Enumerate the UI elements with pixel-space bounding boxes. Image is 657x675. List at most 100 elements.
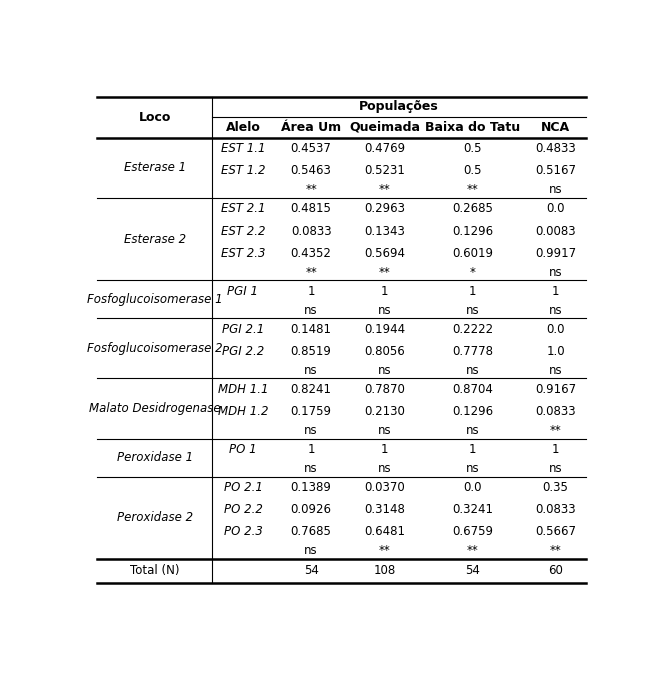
Text: 0.1759: 0.1759 [290, 405, 332, 418]
Text: 0.0833: 0.0833 [535, 405, 576, 418]
Text: PGI 2.1: PGI 2.1 [222, 323, 264, 335]
Text: Peroxidase 2: Peroxidase 2 [117, 511, 193, 524]
Text: Fosfoglucoisomerase 2: Fosfoglucoisomerase 2 [87, 342, 223, 355]
Text: 0.0083: 0.0083 [535, 225, 576, 238]
Text: 1: 1 [307, 443, 315, 456]
Text: **: ** [467, 184, 478, 196]
Text: 0.8519: 0.8519 [290, 345, 332, 358]
Text: 0.2685: 0.2685 [452, 202, 493, 215]
Text: 0.4833: 0.4833 [535, 142, 576, 155]
Text: ns: ns [549, 364, 562, 377]
Text: ns: ns [304, 424, 318, 437]
Text: ns: ns [466, 424, 480, 437]
Text: 1: 1 [381, 443, 388, 456]
Text: 1: 1 [307, 285, 315, 298]
Text: 0.4815: 0.4815 [290, 202, 332, 215]
Text: **: ** [378, 184, 390, 196]
Text: 0.0: 0.0 [463, 481, 482, 494]
Text: 0.0: 0.0 [546, 323, 565, 335]
Text: PGI 2.2: PGI 2.2 [222, 345, 264, 358]
Text: 54: 54 [465, 564, 480, 577]
Text: ns: ns [466, 462, 480, 475]
Text: ns: ns [378, 304, 392, 317]
Text: Total (N): Total (N) [130, 564, 179, 577]
Text: 0.5463: 0.5463 [290, 165, 332, 178]
Text: **: ** [378, 545, 390, 558]
Text: 0.0: 0.0 [546, 202, 565, 215]
Text: **: ** [378, 266, 390, 279]
Text: 1.0: 1.0 [546, 345, 565, 358]
Text: 108: 108 [373, 564, 396, 577]
Text: Loco: Loco [139, 111, 171, 124]
Text: 0.0833: 0.0833 [535, 504, 576, 516]
Text: EST 2.3: EST 2.3 [221, 247, 265, 260]
Text: ns: ns [549, 304, 562, 317]
Text: 0.7685: 0.7685 [290, 525, 332, 539]
Text: 0.6759: 0.6759 [452, 525, 493, 539]
Text: **: ** [550, 424, 561, 437]
Text: Área Um: Área Um [281, 121, 341, 134]
Text: 0.0833: 0.0833 [291, 225, 331, 238]
Text: **: ** [550, 545, 561, 558]
Text: 0.8704: 0.8704 [452, 383, 493, 396]
Text: NCA: NCA [541, 121, 570, 134]
Text: 1: 1 [552, 443, 559, 456]
Text: 0.2130: 0.2130 [364, 405, 405, 418]
Text: 0.2222: 0.2222 [452, 323, 493, 335]
Text: Populações: Populações [359, 100, 439, 113]
Text: 1: 1 [552, 285, 559, 298]
Text: 0.1481: 0.1481 [290, 323, 332, 335]
Text: 54: 54 [304, 564, 319, 577]
Text: 0.0926: 0.0926 [290, 504, 332, 516]
Text: ns: ns [466, 304, 480, 317]
Text: Baixa do Tatu: Baixa do Tatu [425, 121, 520, 134]
Text: MDH 1.2: MDH 1.2 [217, 405, 268, 418]
Text: 0.4769: 0.4769 [364, 142, 405, 155]
Text: 0.5694: 0.5694 [364, 247, 405, 260]
Text: 0.7778: 0.7778 [452, 345, 493, 358]
Text: 0.7870: 0.7870 [364, 383, 405, 396]
Text: 60: 60 [548, 564, 563, 577]
Text: Malato Desidrogenase: Malato Desidrogenase [89, 402, 221, 415]
Text: EST 1.2: EST 1.2 [221, 165, 265, 178]
Text: EST 1.1: EST 1.1 [221, 142, 265, 155]
Text: ns: ns [466, 364, 480, 377]
Text: Peroxidase 1: Peroxidase 1 [117, 451, 193, 464]
Text: PO 2.1: PO 2.1 [223, 481, 262, 494]
Text: 0.1389: 0.1389 [290, 481, 332, 494]
Text: Queimada: Queimada [349, 121, 420, 134]
Text: ns: ns [378, 364, 392, 377]
Text: 0.3241: 0.3241 [452, 504, 493, 516]
Text: 0.1944: 0.1944 [364, 323, 405, 335]
Text: 0.5167: 0.5167 [535, 165, 576, 178]
Text: Fosfoglucoisomerase 1: Fosfoglucoisomerase 1 [87, 293, 223, 306]
Text: ns: ns [378, 424, 392, 437]
Text: 0.5667: 0.5667 [535, 525, 576, 539]
Text: **: ** [306, 184, 317, 196]
Text: 0.2963: 0.2963 [364, 202, 405, 215]
Text: 0.5231: 0.5231 [364, 165, 405, 178]
Text: ns: ns [549, 184, 562, 196]
Text: *: * [470, 266, 476, 279]
Text: 0.1296: 0.1296 [452, 405, 493, 418]
Text: 0.35: 0.35 [543, 481, 568, 494]
Text: 0.6019: 0.6019 [452, 247, 493, 260]
Text: Alelo: Alelo [225, 121, 260, 134]
Text: ns: ns [304, 304, 318, 317]
Text: ns: ns [304, 364, 318, 377]
Text: 1: 1 [469, 443, 476, 456]
Text: PO 1: PO 1 [229, 443, 257, 456]
Text: 0.4352: 0.4352 [290, 247, 332, 260]
Text: 1: 1 [381, 285, 388, 298]
Text: PO 2.3: PO 2.3 [223, 525, 262, 539]
Text: ns: ns [378, 462, 392, 475]
Text: 0.3148: 0.3148 [364, 504, 405, 516]
Text: PGI 1: PGI 1 [227, 285, 258, 298]
Text: 0.9917: 0.9917 [535, 247, 576, 260]
Text: 0.0370: 0.0370 [364, 481, 405, 494]
Text: 0.1343: 0.1343 [364, 225, 405, 238]
Text: ns: ns [304, 545, 318, 558]
Text: ns: ns [549, 462, 562, 475]
Text: EST 2.1: EST 2.1 [221, 202, 265, 215]
Text: 0.8056: 0.8056 [364, 345, 405, 358]
